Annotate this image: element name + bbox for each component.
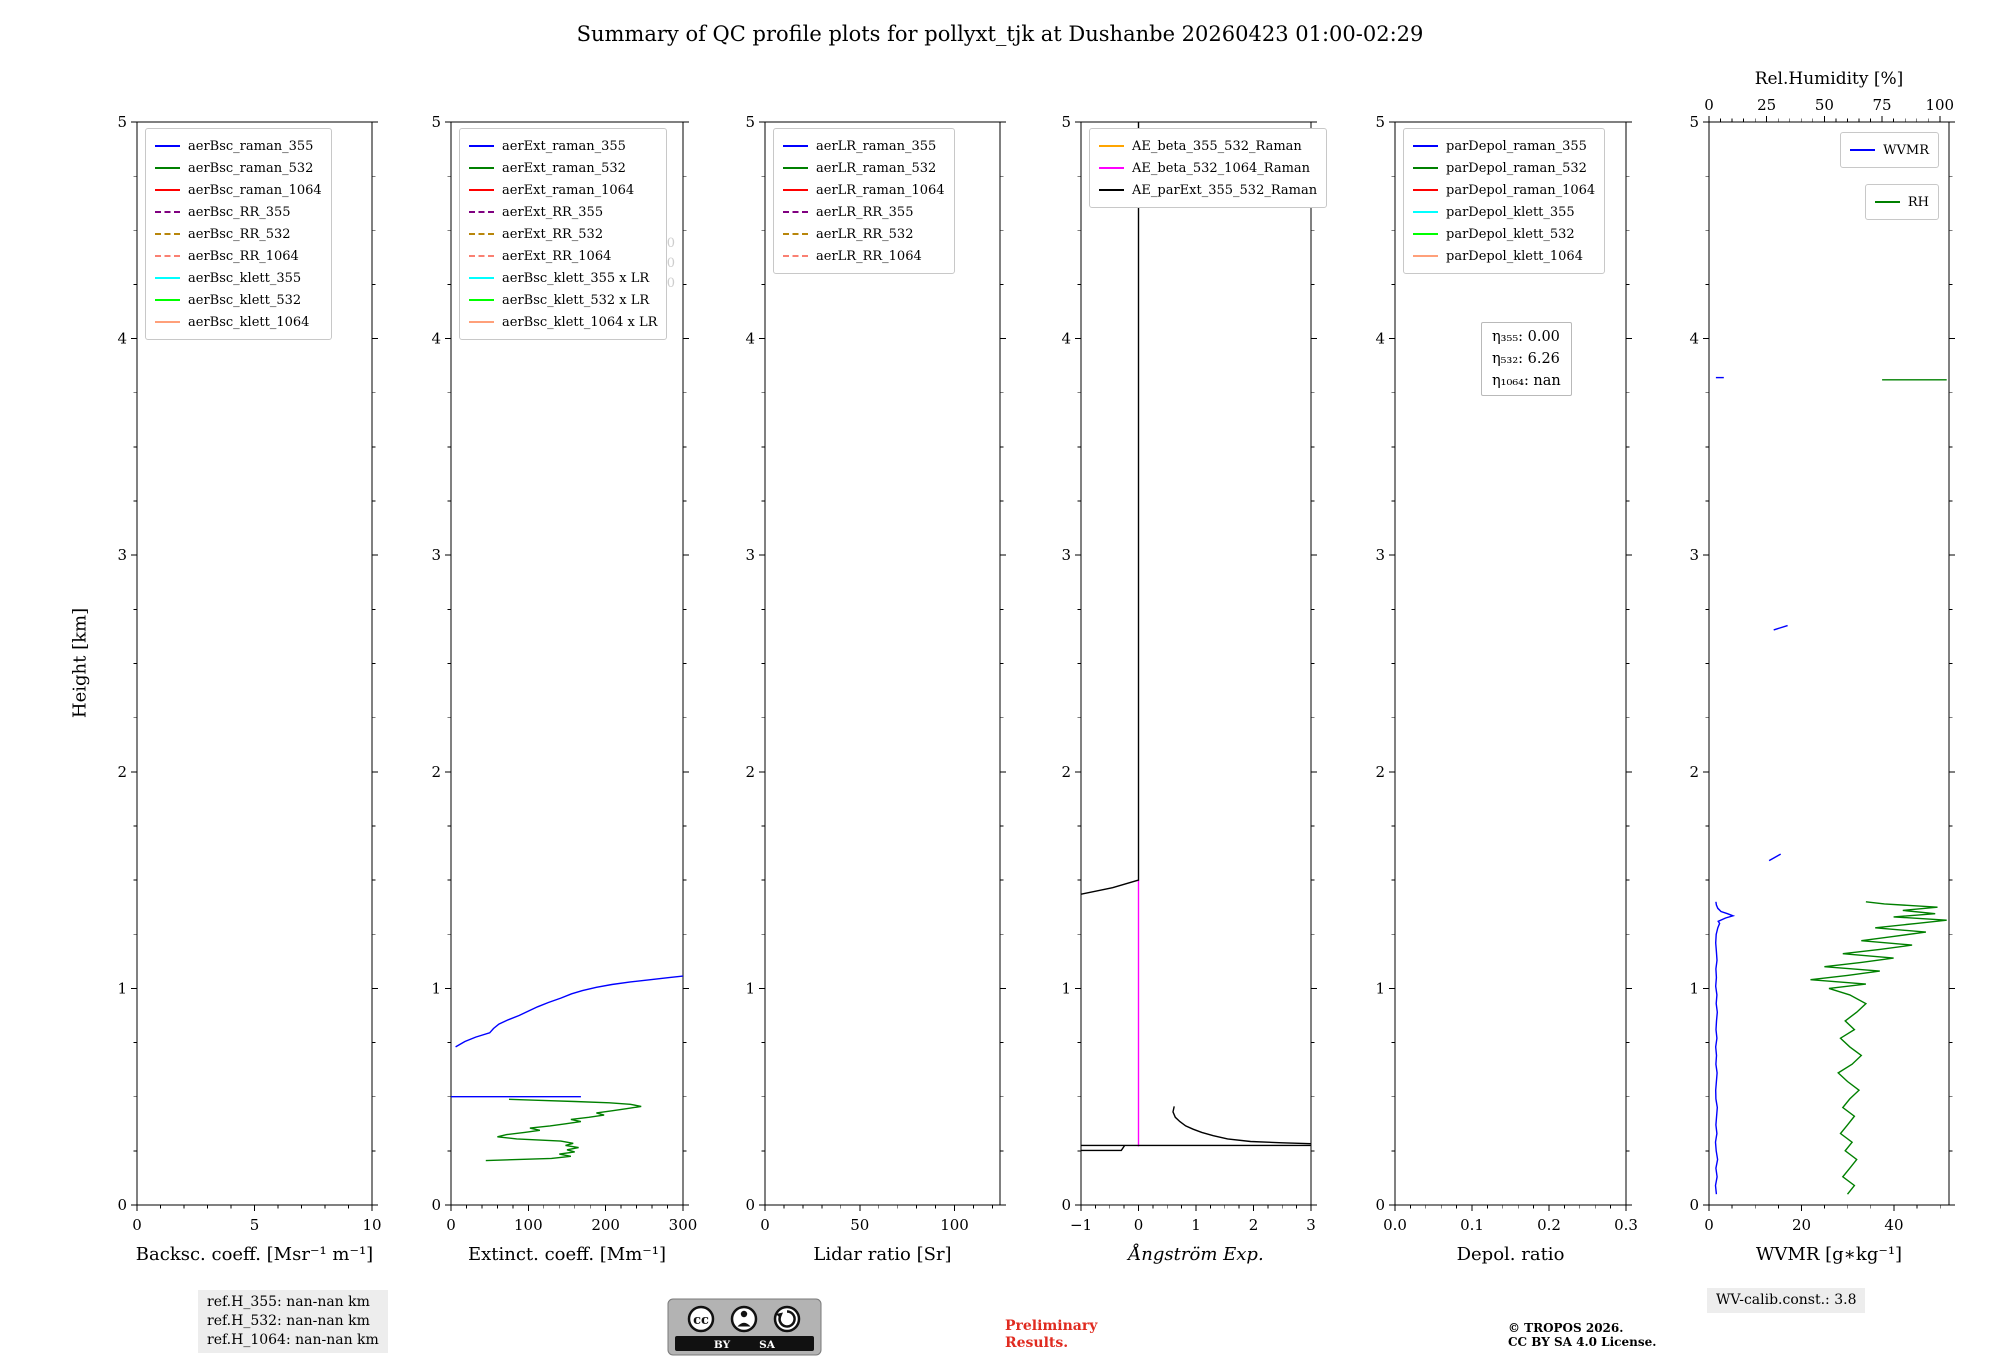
x-tick-label: 10 bbox=[362, 1216, 381, 1234]
series-WVMR bbox=[1768, 853, 1782, 862]
panel-backscatter: 0 1 2 3 4 5 0 5 10 Backsc. coeff. [Msr⁻¹ m⁻¹] bbox=[117, 113, 381, 1265]
y-tick-label: 1 bbox=[1375, 979, 1385, 997]
top-tick-label: 100 bbox=[1925, 96, 1954, 114]
x-tick-label: 1 bbox=[1191, 1216, 1201, 1234]
y-tick-label: 5 bbox=[117, 113, 127, 131]
top-tick-label: 0 bbox=[1704, 96, 1714, 114]
y-tick-label: 3 bbox=[431, 546, 441, 564]
y-tick-label: 4 bbox=[117, 330, 127, 348]
y-tick-label: 0 bbox=[1375, 1196, 1385, 1214]
x-tick-label: 0.3 bbox=[1614, 1216, 1638, 1234]
y-tick-label: 0 bbox=[745, 1196, 755, 1214]
x-tick-label: 40 bbox=[1884, 1216, 1903, 1234]
x-axis-label: Backsc. coeff. [Msr⁻¹ m⁻¹] bbox=[136, 1244, 373, 1265]
x-tick-label: 0.2 bbox=[1537, 1216, 1561, 1234]
x-tick-label: 3 bbox=[1306, 1216, 1316, 1234]
x-tick-label: 50 bbox=[850, 1216, 869, 1234]
y-tick-label: 3 bbox=[745, 546, 755, 564]
series-RH bbox=[1810, 901, 1947, 1195]
x-tick-label: 0.0 bbox=[1383, 1216, 1407, 1234]
y-tick-label: 5 bbox=[1689, 113, 1699, 131]
y-tick-label: 0 bbox=[1061, 1196, 1071, 1214]
y-tick-label: 1 bbox=[1689, 979, 1699, 997]
x-tick-label: 0.1 bbox=[1460, 1216, 1484, 1234]
x-axis-label: Lidar ratio [Sr] bbox=[813, 1244, 951, 1265]
y-tick-label: 5 bbox=[1375, 113, 1385, 131]
panel-angstrom: 0 1 2 3 4 5 −1 0 1 2 3 Ångström Exp. bbox=[1061, 113, 1317, 1265]
x-tick-label: 0 bbox=[132, 1216, 142, 1234]
y-tick-label: 4 bbox=[1375, 330, 1385, 348]
top-tick-label: 75 bbox=[1873, 96, 1892, 114]
y-tick-label: 3 bbox=[1375, 546, 1385, 564]
x-tick-label: 200 bbox=[591, 1216, 620, 1234]
x-tick-label: 0 bbox=[1704, 1216, 1714, 1234]
y-tick-label: 2 bbox=[431, 763, 441, 781]
y-tick-label: 3 bbox=[117, 546, 127, 564]
series-AE_parExt_355_532_Raman bbox=[1081, 122, 1140, 895]
y-tick-label: 3 bbox=[1061, 546, 1071, 564]
top-axis-label: Rel.Humidity [%] bbox=[1755, 69, 1904, 89]
y-tick-label: 1 bbox=[431, 979, 441, 997]
x-tick-label: 0 bbox=[1134, 1216, 1144, 1234]
y-tick-label: 4 bbox=[745, 330, 755, 348]
series-aerExt_raman_355 bbox=[455, 975, 683, 1048]
y-tick-label: 0 bbox=[1689, 1196, 1699, 1214]
y-tick-label: 4 bbox=[1689, 330, 1699, 348]
y-tick-label: 2 bbox=[1375, 763, 1385, 781]
x-axis-label: WVMR [g∗kg⁻¹] bbox=[1756, 1244, 1902, 1265]
series-WVMR bbox=[1773, 624, 1788, 631]
y-tick-label: 5 bbox=[1061, 113, 1071, 131]
y-tick-label: 1 bbox=[117, 979, 127, 997]
x-tick-label: 20 bbox=[1792, 1216, 1811, 1234]
y-tick-label: 0 bbox=[117, 1196, 127, 1214]
x-tick-label: 2 bbox=[1249, 1216, 1259, 1234]
series-aerExt_raman_532 bbox=[485, 1098, 642, 1162]
series-AE_parExt_355_532_Raman bbox=[1172, 1106, 1311, 1145]
x-tick-label: 100 bbox=[940, 1216, 969, 1234]
series-AE_parExt_355_532_Raman bbox=[1081, 1145, 1126, 1152]
y-tick-label: 5 bbox=[745, 113, 755, 131]
top-tick-label: 25 bbox=[1757, 96, 1776, 114]
y-tick-label: 4 bbox=[1061, 330, 1071, 348]
y-tick-label: 1 bbox=[1061, 979, 1071, 997]
y-tick-label: 2 bbox=[1061, 763, 1071, 781]
series-WVMR bbox=[1714, 901, 1736, 1195]
y-tick-label: 2 bbox=[117, 763, 127, 781]
y-tick-label: 3 bbox=[1689, 546, 1699, 564]
x-axis-label: Depol. ratio bbox=[1457, 1244, 1565, 1265]
y-tick-label: 5 bbox=[431, 113, 441, 131]
x-axis-label: Ångström Exp. bbox=[1126, 1243, 1263, 1265]
x-tick-label: 0 bbox=[446, 1216, 456, 1234]
x-tick-label: 5 bbox=[250, 1216, 260, 1234]
y-tick-label: 4 bbox=[431, 330, 441, 348]
y-tick-label: 1 bbox=[745, 979, 755, 997]
y-tick-label: 0 bbox=[431, 1196, 441, 1214]
x-tick-label: 0 bbox=[760, 1216, 770, 1234]
y-tick-label: 2 bbox=[745, 763, 755, 781]
x-tick-label: 300 bbox=[669, 1216, 698, 1234]
x-axis-label: Extinct. coeff. [Mm⁻¹] bbox=[468, 1244, 666, 1265]
top-tick-label: 50 bbox=[1815, 96, 1834, 114]
x-tick-label: 100 bbox=[514, 1216, 543, 1234]
panel-depol-ratio: 0 1 2 3 4 5 0.0 0.1 0.2 0.3 Depol. ratio bbox=[1375, 113, 1637, 1265]
x-tick-label: −1 bbox=[1070, 1216, 1092, 1234]
y-tick-label: 2 bbox=[1689, 763, 1699, 781]
